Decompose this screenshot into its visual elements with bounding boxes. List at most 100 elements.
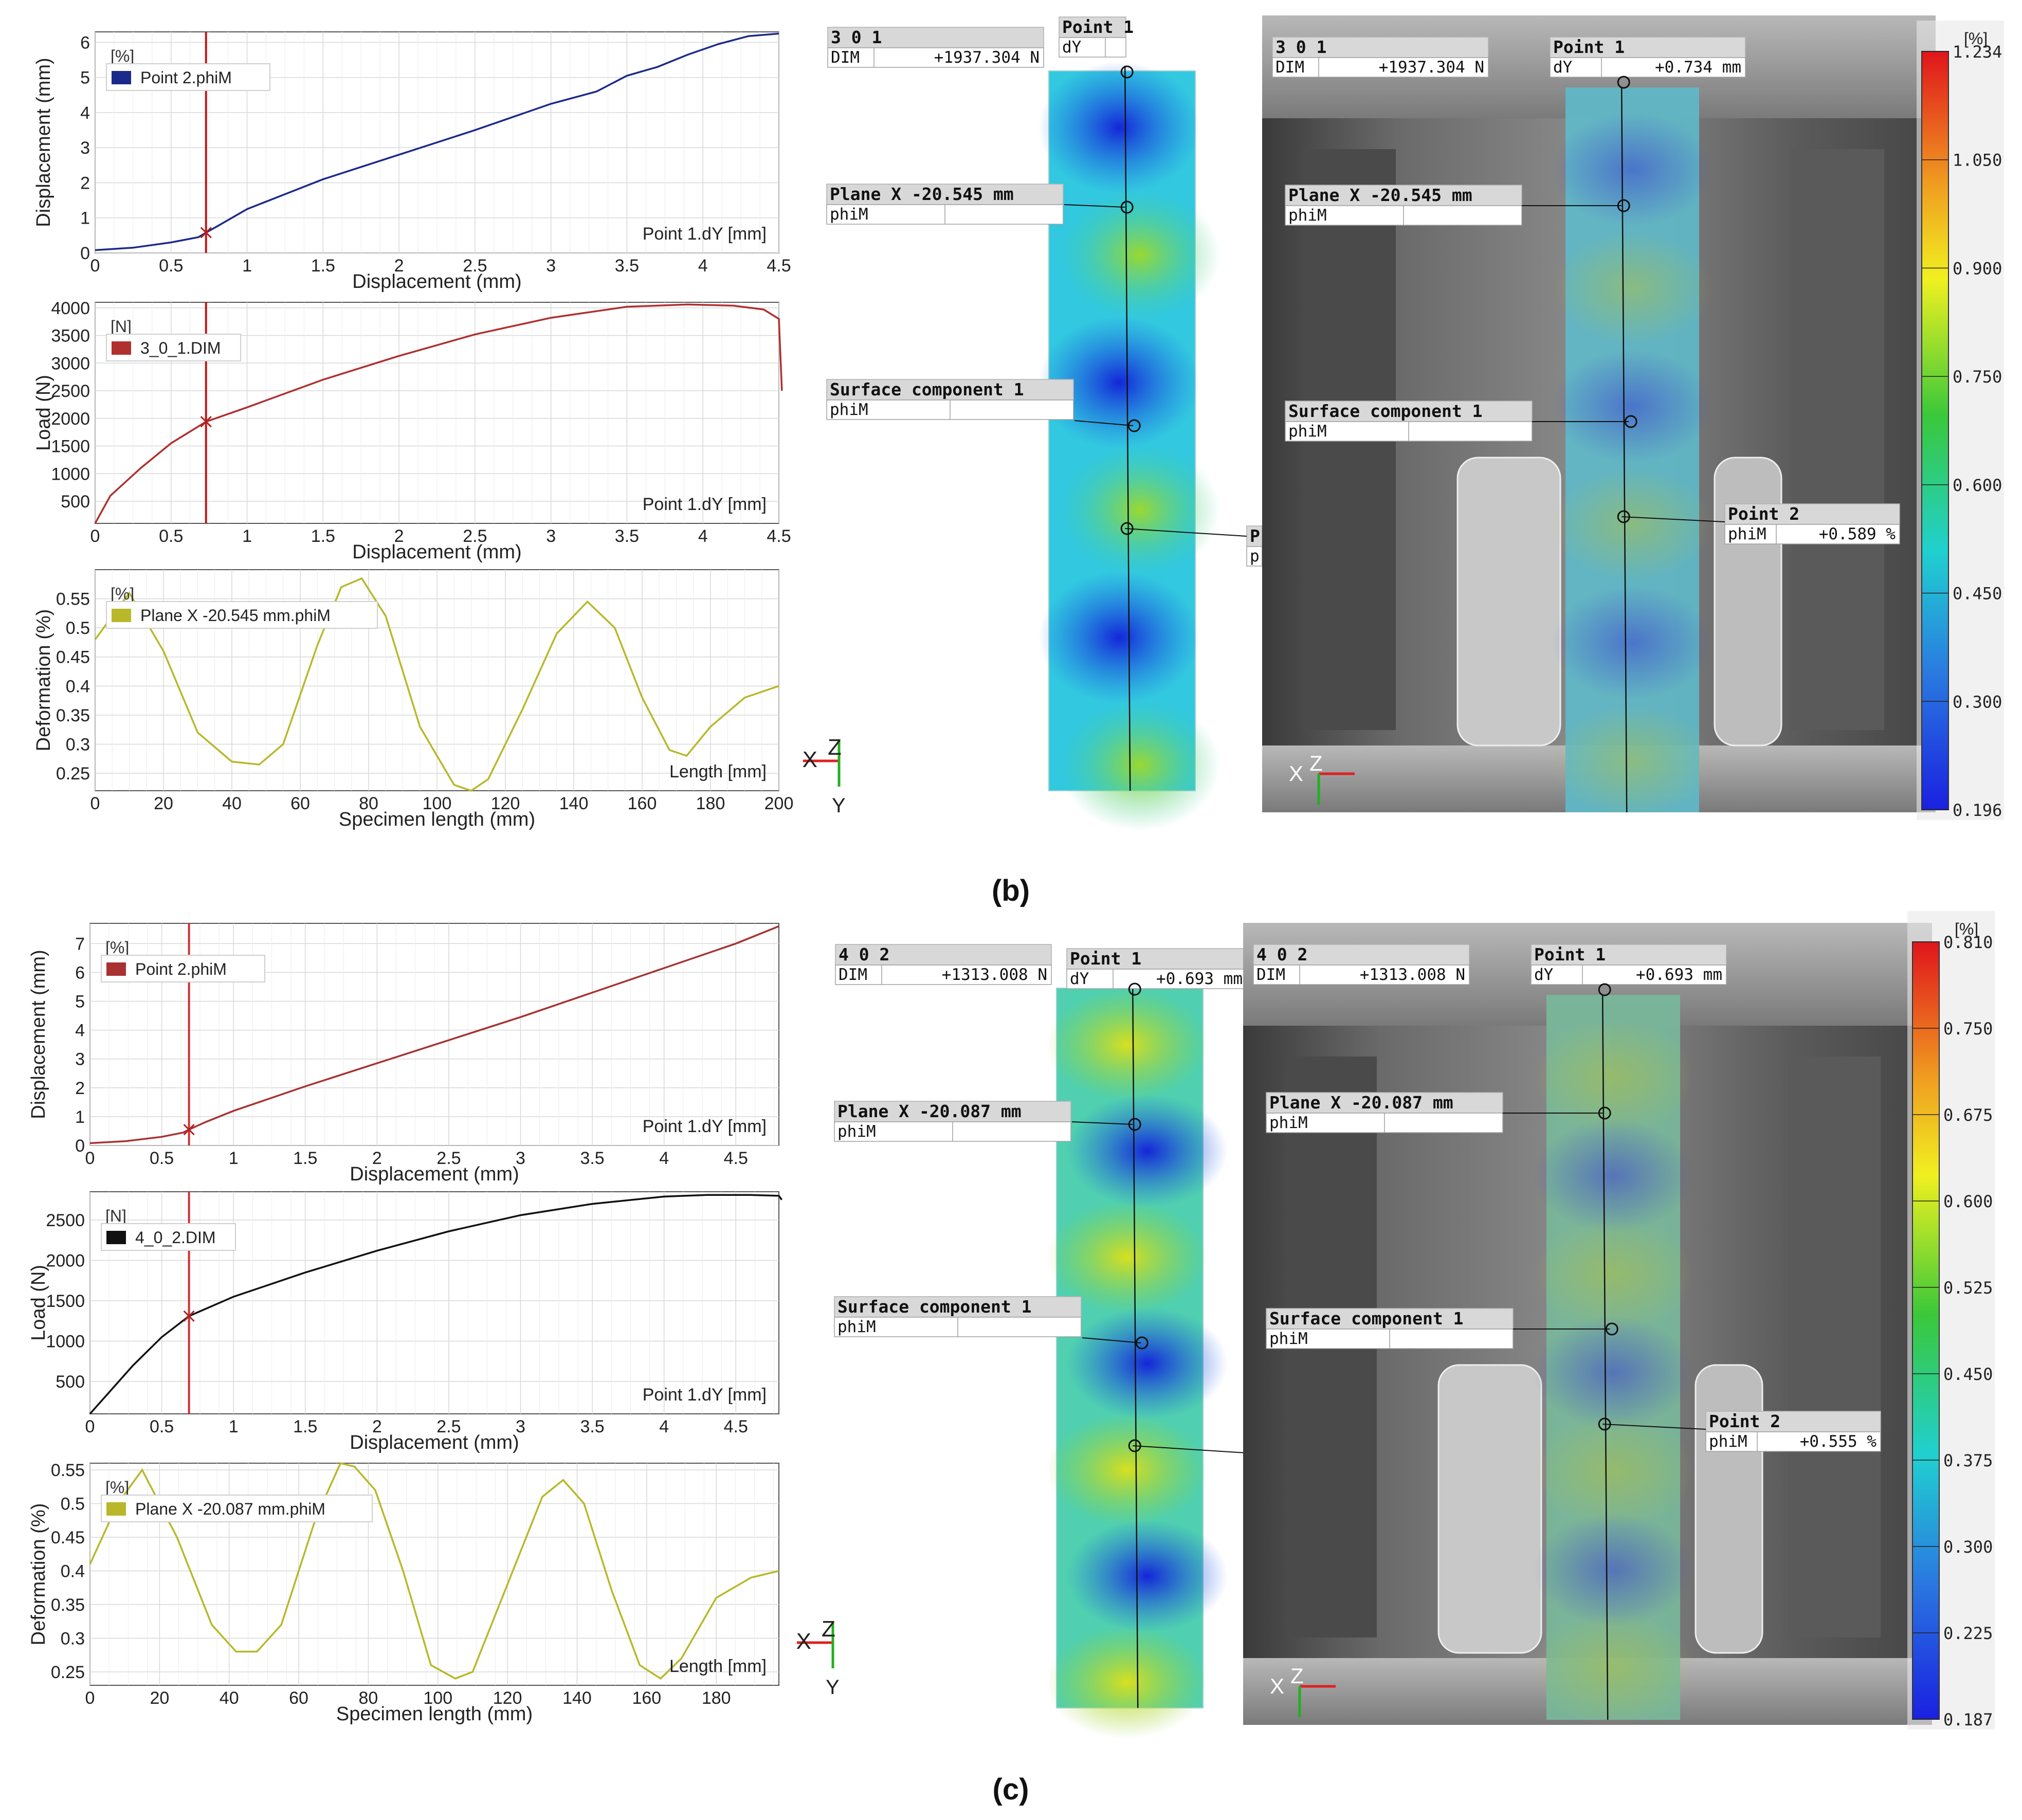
- colorbar-label: 0.187: [1943, 1710, 1993, 1730]
- x-tick-label: 3: [546, 526, 556, 546]
- strain-region: [1533, 1217, 1693, 1331]
- x-axis-title: Specimen length (mm): [339, 809, 535, 830]
- frame-column: [1788, 1057, 1881, 1637]
- corner-axis-label: Point 1.dY [mm]: [643, 1385, 767, 1405]
- y-tick-label: 4: [75, 1021, 85, 1041]
- legend-label: Point 2.phiM: [135, 960, 227, 978]
- y-tick-label: 0.35: [51, 1595, 85, 1615]
- strain-region: [1059, 444, 1221, 576]
- photo-plane-box-title: Plane X -20.087 mm: [1269, 1093, 1453, 1113]
- legend-swatch: [106, 962, 126, 976]
- x-tick-label: 1.5: [311, 526, 335, 546]
- legend-swatch: [106, 1231, 126, 1244]
- photo-surface-box-title: Surface component 1: [1269, 1308, 1464, 1328]
- y-axis-title: Displacement (mm): [33, 58, 54, 227]
- x-axis-letter: X: [803, 747, 817, 772]
- legend-swatch: [112, 341, 131, 355]
- x-tick-label: 1: [242, 526, 252, 546]
- x-tick-label: 4: [659, 1149, 669, 1168]
- photo-point2-box-row-value: +0.555 %: [1800, 1432, 1877, 1451]
- photo-point1-box-row-value: +0.734 mm: [1655, 58, 1741, 77]
- surface-box-row-label: phiM: [837, 1318, 876, 1336]
- x-tick-label: 3: [546, 256, 556, 276]
- strain-region: [1046, 1626, 1208, 1739]
- x-tick-label: 140: [559, 794, 589, 813]
- x-tick-label: 140: [562, 1688, 592, 1708]
- y-tick-label: 3: [75, 1050, 85, 1069]
- y-tick-label: 3000: [51, 354, 90, 373]
- x-tick-label: 4.5: [767, 256, 791, 276]
- photo-stage-box-row-value: +1313.008 N: [1360, 966, 1465, 984]
- y-tick-label: 2: [80, 173, 90, 193]
- photo-point2-box-row-value: +0.589 %: [1819, 525, 1896, 543]
- corner-axis-label: Point 1.dY [mm]: [643, 224, 767, 244]
- photo-surface-box-row-label: phiM: [1269, 1330, 1308, 1348]
- x-axis-title: Specimen length (mm): [336, 1703, 533, 1725]
- colorbar: [%]1.2341.0500.9000.7500.6000.4500.3000.…: [1917, 21, 2004, 820]
- legend-label: 3_0_1.DIM: [140, 339, 221, 357]
- photo-point2-box-title: Point 2: [1728, 504, 1799, 524]
- y-tick-label: 0.4: [66, 677, 90, 696]
- colorbar-label: 0.196: [1953, 800, 2002, 820]
- x-tick-label: 4: [698, 526, 708, 546]
- legend-swatch: [112, 609, 131, 622]
- colorbar-label: 0.525: [1943, 1278, 1993, 1298]
- photo-x-letter: X: [1289, 761, 1303, 786]
- photo-plane-box-title: Plane X -20.545 mm: [1288, 185, 1472, 205]
- photo-stage-box-title: 4 0 2: [1256, 944, 1307, 964]
- y-tick-label: 0.45: [56, 648, 90, 667]
- x-tick-label: 1.5: [293, 1149, 317, 1168]
- x-tick-label: 0: [85, 1149, 95, 1168]
- y-axis-letter: Y: [832, 794, 846, 817]
- x-tick-label: 0.5: [159, 526, 183, 546]
- y-tick-label: 7: [75, 934, 85, 954]
- photo-point2-box-row-label: phiM: [1728, 525, 1766, 543]
- stage-box-row-label: DIM: [839, 966, 867, 984]
- x-tick-label: 180: [696, 794, 725, 813]
- x-axis-title: Displacement (mm): [352, 271, 521, 293]
- photo-point2-box-row-label: phiM: [1709, 1432, 1747, 1451]
- panel-caption: (b): [992, 874, 1030, 907]
- y-tick-label: 2000: [51, 409, 90, 429]
- x-tick-label: 4: [659, 1417, 669, 1436]
- z-axis-letter: Z: [828, 735, 842, 760]
- point1-box-title: Point 1: [1062, 17, 1134, 37]
- legend-label: 4_0_2.DIM: [135, 1228, 216, 1247]
- x-tick-label: 0: [90, 526, 100, 546]
- colorbar-label: 1.050: [1953, 151, 2002, 170]
- colorbar-label: 0.750: [1943, 1019, 1993, 1039]
- y-tick-label: 0.5: [61, 1495, 85, 1514]
- strain-region: [1552, 231, 1713, 344]
- y-tick-label: 4: [80, 103, 90, 123]
- strain-region: [1046, 988, 1208, 1101]
- surface-box-row-label: phiM: [830, 401, 868, 419]
- x-tick-label: 0: [85, 1417, 95, 1436]
- y-tick-label: 6: [80, 33, 90, 52]
- strain-region: [1039, 62, 1200, 194]
- x-axis-title: Displacement (mm): [350, 1432, 519, 1453]
- corner-axis-label: Point 1.dY [mm]: [643, 1117, 767, 1136]
- strain-region: [1533, 1513, 1693, 1626]
- x-tick-label: 180: [702, 1688, 731, 1708]
- strain-region: [1533, 1119, 1693, 1232]
- z-axis-letter: Z: [822, 1616, 835, 1642]
- strain-region: [1552, 350, 1713, 463]
- wrapped-extensometer: [1458, 458, 1560, 745]
- point2-box-cropped-title: P: [1250, 526, 1260, 546]
- point2-box-cropped-row-label: p: [1250, 547, 1260, 566]
- legend-label: Plane X -20.545 mm.phiM: [140, 606, 331, 625]
- x-tick-label: 60: [289, 1688, 308, 1708]
- strain-region: [1533, 1415, 1693, 1528]
- x-tick-label: 160: [628, 794, 657, 813]
- x-tick-label: 0: [90, 794, 100, 813]
- legend-label: Point 2.phiM: [140, 68, 232, 87]
- colorbar-label: 0.300: [1953, 692, 2002, 712]
- y-tick-label: 0.4: [61, 1561, 85, 1581]
